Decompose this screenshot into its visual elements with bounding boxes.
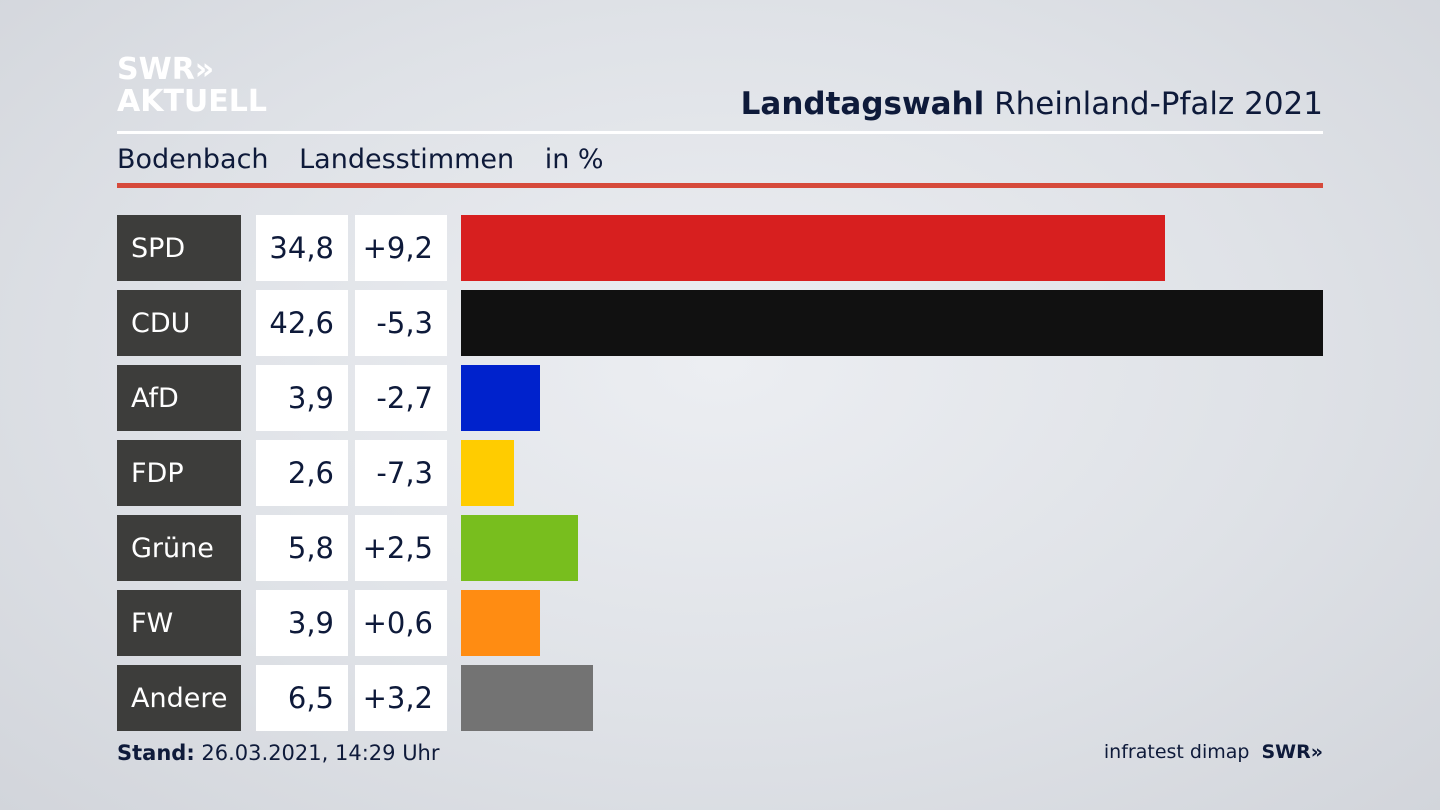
location-label: Bodenbach bbox=[117, 144, 269, 175]
vote-share-label: 34,8 bbox=[256, 215, 348, 281]
result-bar bbox=[461, 440, 514, 506]
result-bar bbox=[461, 515, 578, 581]
swr-aktuell-logo: SWR» AKTUELL bbox=[117, 54, 267, 118]
logo-line-2: AKTUELL bbox=[117, 84, 268, 119]
header-divider bbox=[117, 131, 1323, 134]
title-rest: Rheinland-Pfalz 2021 bbox=[994, 86, 1323, 122]
stand-value: 26.03.2021, 14:29 Uhr bbox=[201, 741, 440, 765]
party-label: CDU bbox=[117, 290, 241, 356]
change-label: +9,2 bbox=[355, 215, 447, 281]
party-label: FW bbox=[117, 590, 241, 656]
vote-share-label: 3,9 bbox=[256, 365, 348, 431]
vote-share-label: 2,6 bbox=[256, 440, 348, 506]
chart-row: FW 3,9 +0,6 bbox=[117, 590, 1323, 656]
measure-label: Landesstimmen bbox=[299, 144, 515, 175]
vote-share-label: 42,6 bbox=[256, 290, 348, 356]
vote-share-label: 3,9 bbox=[256, 590, 348, 656]
result-bar bbox=[461, 365, 540, 431]
chart-row: SPD 34,8 +9,2 bbox=[117, 215, 1323, 281]
chart-title: Landtagswahl Rheinland-Pfalz 2021 bbox=[741, 86, 1323, 122]
chart-row: CDU 42,6 -5,3 bbox=[117, 290, 1323, 356]
party-label: AfD bbox=[117, 365, 241, 431]
source-credit: infratest dimap SWR» bbox=[1104, 741, 1323, 763]
change-label: +0,6 bbox=[355, 590, 447, 656]
logo-line-1: SWR» bbox=[117, 52, 215, 87]
source-label: infratest dimap bbox=[1103, 741, 1250, 763]
result-bar bbox=[461, 590, 540, 656]
change-label: -5,3 bbox=[355, 290, 447, 356]
chart-row: AfD 3,9 -2,7 bbox=[117, 365, 1323, 431]
vote-share-label: 5,8 bbox=[256, 515, 348, 581]
party-label: SPD bbox=[117, 215, 241, 281]
vote-share-label: 6,5 bbox=[256, 665, 348, 731]
chart-row: Grüne 5,8 +2,5 bbox=[117, 515, 1323, 581]
result-bar bbox=[461, 665, 593, 731]
unit-label: in % bbox=[544, 144, 604, 175]
swr-brand-logo: SWR» bbox=[1261, 741, 1323, 763]
result-bar bbox=[461, 215, 1165, 281]
title-bold: Landtagswahl bbox=[740, 86, 985, 122]
subtitle: Bodenbach Landesstimmen in % bbox=[117, 144, 626, 175]
party-label: FDP bbox=[117, 440, 241, 506]
change-label: -7,3 bbox=[355, 440, 447, 506]
accent-divider bbox=[117, 183, 1323, 188]
chart-row: Andere 6,5 +3,2 bbox=[117, 665, 1323, 731]
party-label: Grüne bbox=[117, 515, 241, 581]
change-label: -2,7 bbox=[355, 365, 447, 431]
stand-label: Stand: bbox=[117, 741, 195, 765]
change-label: +2,5 bbox=[355, 515, 447, 581]
chart-row: FDP 2,6 -7,3 bbox=[117, 440, 1323, 506]
party-label: Andere bbox=[117, 665, 241, 731]
change-label: +3,2 bbox=[355, 665, 447, 731]
timestamp: Stand: 26.03.2021, 14:29 Uhr bbox=[117, 741, 440, 765]
result-bar bbox=[461, 290, 1323, 356]
